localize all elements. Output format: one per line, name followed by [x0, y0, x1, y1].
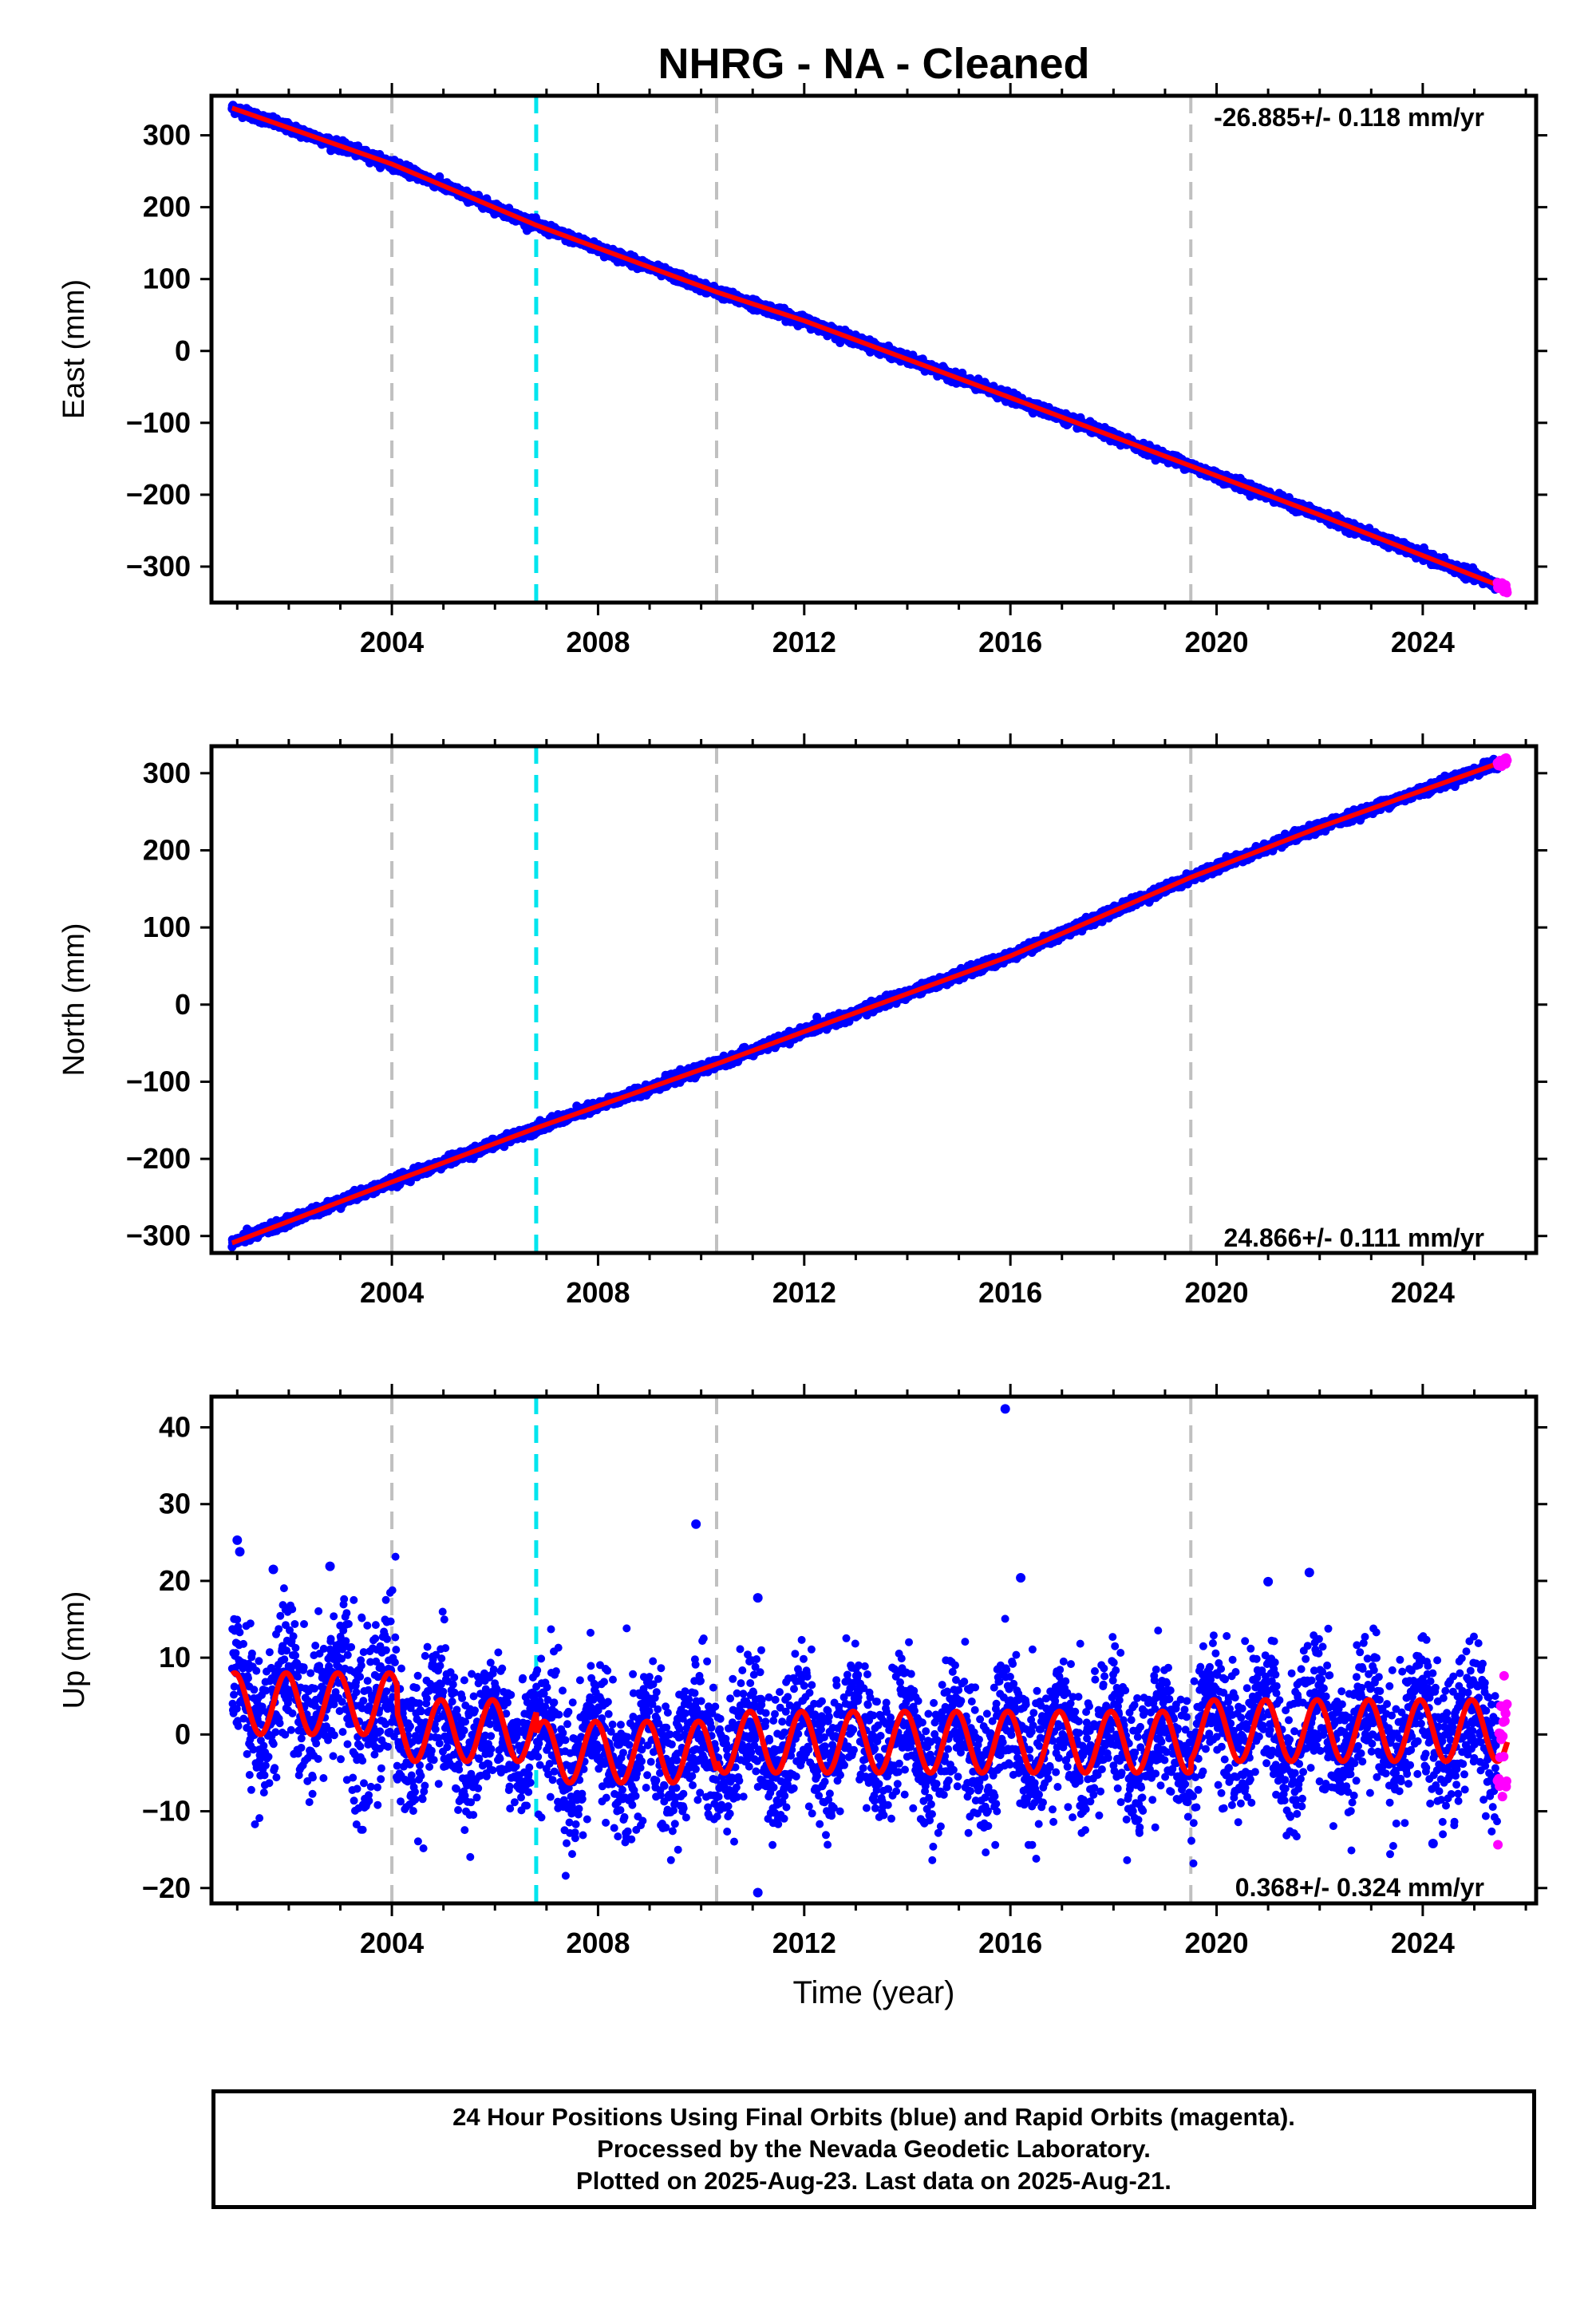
x-tick-label: 2008	[566, 1276, 630, 1309]
velocity-rate-label: -26.885+/- 0.118 mm/yr	[1214, 103, 1484, 132]
y-tick-label: −100	[126, 1065, 191, 1097]
x-tick-label: 2024	[1391, 1276, 1455, 1309]
outlier-point	[232, 1535, 243, 1545]
chart-svg: NHRG - NA - Cleaned −300−200−10001002003…	[57, 40, 1547, 2010]
y-axis-label: Up (mm)	[57, 1591, 91, 1709]
x-tick-label: 2012	[772, 626, 836, 658]
outlier-point	[325, 1561, 335, 1571]
y-tick-label: 200	[143, 833, 191, 866]
rapid-orbit-point	[1499, 1752, 1509, 1762]
panel-north: −300 −200 −100 0 100 200 300 2004 2008 2012 2016 20…	[57, 733, 1547, 1309]
rapid-orbit-point	[1499, 1670, 1509, 1681]
caption-line-2: Processed by the Nevada Geodetic Laborat…	[597, 2135, 1151, 2163]
x-tick-label: 2012	[772, 1276, 836, 1309]
rapid-orbit-point	[1494, 1773, 1504, 1784]
final-orbit-points	[227, 101, 1502, 595]
x-tick-label: 2004	[360, 626, 424, 658]
y-tick-label: −200	[126, 1142, 191, 1175]
x-tick-label: 2016	[978, 1927, 1042, 1959]
x-tick-label: 2024	[1391, 626, 1455, 658]
rapid-orbit-point	[1500, 1709, 1511, 1719]
x-tick-label: 2008	[566, 626, 630, 658]
y-tick-label: −200	[126, 478, 191, 511]
final-orbit-points	[227, 1552, 1502, 1880]
x-tick-label: 2004	[360, 1927, 424, 1959]
plot-area	[227, 101, 1512, 598]
x-tick-label: 2020	[1184, 1276, 1248, 1309]
outlier-point	[1016, 1573, 1026, 1583]
rapid-orbit-point	[1501, 1776, 1511, 1786]
outlier-point	[691, 1519, 701, 1529]
x-tick-label: 2024	[1391, 1927, 1455, 1959]
plot-frame	[209, 93, 1539, 605]
y-tick-label: −300	[126, 550, 191, 583]
x-tick-label: 2016	[978, 1276, 1042, 1309]
x-tick-label: 2016	[978, 626, 1042, 658]
x-tick-label: 2012	[772, 1927, 836, 1959]
panel-east: −300 −200 −100 0 100 200 300 2004 2008 2012 2016 20…	[57, 83, 1547, 658]
y-tick-label: 300	[143, 757, 191, 789]
x-tick-label: 2020	[1184, 1927, 1248, 1959]
panel-up: −20 −10 0 10 20 30 40 2004 2008 2012 2016 2020 2024 U…	[57, 1384, 1547, 2010]
x-tick-label: 2020	[1184, 626, 1248, 658]
y-tick-label: 0	[175, 1717, 191, 1750]
outlier-point	[1428, 1838, 1438, 1848]
model-fit-line	[230, 1670, 1511, 1786]
y-tick-label: 30	[159, 1488, 191, 1520]
velocity-rate-label: 24.866+/- 0.111 mm/yr	[1224, 1223, 1484, 1252]
y-tick-label: −20	[142, 1871, 191, 1904]
y-tick-label: 0	[175, 334, 191, 367]
y-axis-label: North (mm)	[57, 923, 91, 1076]
outlier-point	[1304, 1567, 1314, 1578]
outlier-point	[753, 1593, 763, 1603]
y-tick-label: −10	[142, 1795, 191, 1828]
rapid-orbit-point	[1502, 755, 1512, 765]
y-tick-label: 0	[175, 988, 191, 1021]
rapid-orbit-point	[1493, 1840, 1503, 1850]
rapid-orbit-point	[1499, 1716, 1510, 1726]
plot-area	[227, 753, 1512, 1251]
y-tick-label: 300	[143, 119, 191, 152]
outlier-point	[235, 1547, 245, 1557]
outlier-point	[268, 1564, 279, 1575]
caption-line-1: 24 Hour Positions Using Final Orbits (bl…	[452, 2103, 1295, 2131]
plot-area	[227, 1404, 1512, 1898]
y-tick-label: 20	[159, 1564, 191, 1597]
y-tick-label: 10	[159, 1641, 191, 1674]
model-fit-line	[231, 105, 1509, 591]
y-tick-label: 200	[143, 191, 191, 223]
rapid-orbit-point	[1497, 1792, 1507, 1802]
caption-line-3: Plotted on 2025-Aug-23. Last data on 202…	[576, 2167, 1171, 2195]
caption-box: 24 Hour Positions Using Final Orbits (bl…	[211, 2089, 1536, 2209]
outlier-point	[1263, 1576, 1274, 1587]
outlier-point	[1000, 1404, 1010, 1414]
x-tick-label: 2004	[360, 1276, 424, 1309]
x-tick-label: 2008	[566, 1927, 630, 1959]
chart-title: NHRG - NA - Cleaned	[658, 40, 1089, 88]
plot-frame	[209, 1394, 1539, 1906]
rapid-orbit-point	[1498, 1731, 1508, 1741]
y-axis-label: East (mm)	[57, 279, 91, 419]
model-fit-line	[231, 757, 1508, 1246]
y-tick-label: 100	[143, 911, 191, 943]
rapid-orbit-point	[1502, 587, 1512, 598]
plot-frame	[209, 744, 1539, 1255]
y-tick-label: −300	[126, 1219, 191, 1252]
y-tick-label: −100	[126, 406, 191, 439]
y-tick-label: 100	[143, 263, 191, 295]
x-axis-label: Time (year)	[793, 1975, 955, 2010]
y-tick-label: 40	[159, 1410, 191, 1443]
outlier-point	[753, 1887, 763, 1898]
velocity-rate-label: 0.368+/- 0.324 mm/yr	[1235, 1873, 1484, 1902]
rapid-orbit-point	[1502, 1699, 1512, 1709]
